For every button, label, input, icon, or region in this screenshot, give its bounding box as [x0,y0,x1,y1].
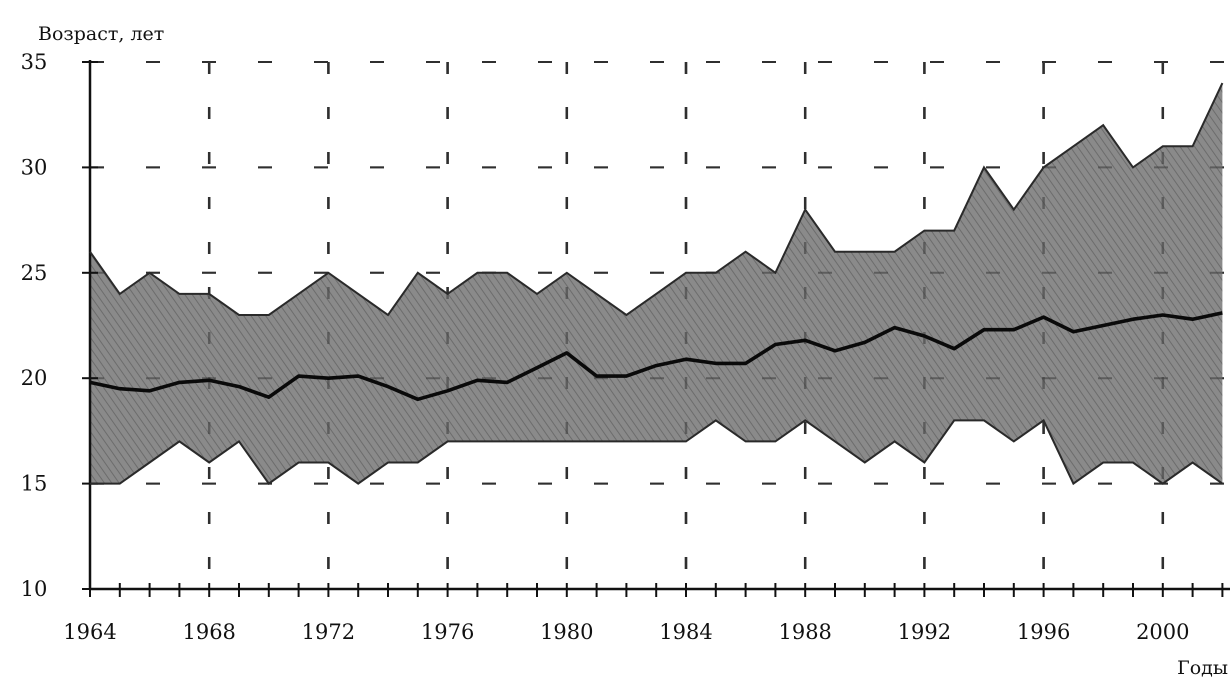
y-tick-label: 30 [21,155,48,179]
x-tick-label: 1988 [778,620,831,644]
x-tick-label: 1972 [302,620,355,644]
y-tick-label: 25 [21,261,48,285]
range-band [90,83,1222,484]
y-tick-label: 15 [21,472,48,496]
y-tick-label: 20 [21,366,48,390]
x-tick-label: 1976 [421,620,474,644]
x-tick-label: 1984 [659,620,712,644]
y-tick-label: 10 [21,577,48,601]
x-tick-label: 1992 [898,620,951,644]
band-layer [90,83,1222,484]
y-tick-label: 35 [21,50,48,74]
x-tick-label: 1996 [1017,620,1070,644]
x-tick-label: 1968 [182,620,235,644]
x-axis-title: Годы [1177,657,1228,679]
x-tick-label: 1980 [540,620,593,644]
x-tick-label: 1964 [63,620,116,644]
x-tick-label: 2000 [1136,620,1189,644]
y-axis-title: Возраст, лет [38,23,164,45]
